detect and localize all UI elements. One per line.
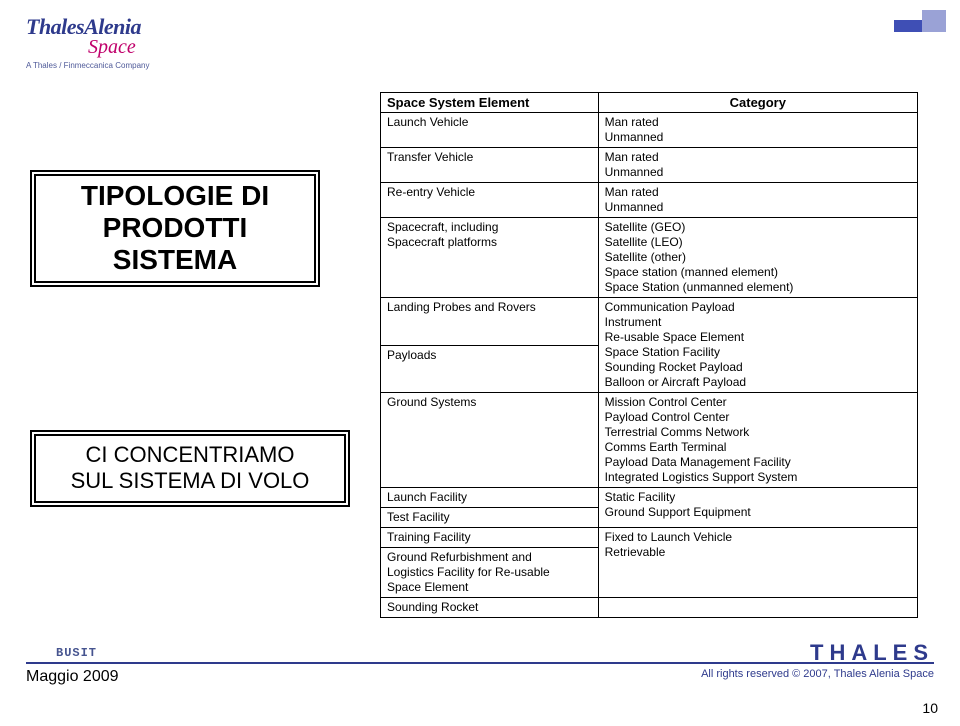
category-line: Man rated bbox=[605, 150, 911, 165]
table-row: Re-entry Vehicle Man ratedUnmanned bbox=[381, 183, 918, 218]
slide-page: ThalesAlenia Space A Thales / Finmeccani… bbox=[0, 0, 960, 726]
title-line-2: PRODOTTI bbox=[42, 212, 308, 244]
element-cell: Re-entry Vehicle bbox=[381, 183, 599, 218]
accent-light bbox=[922, 10, 946, 32]
title-line-3: SISTEMA bbox=[42, 244, 308, 276]
element-line: Landing Probes and Rovers bbox=[387, 300, 592, 315]
title-box: TIPOLOGIE DI PRODOTTI SISTEMA bbox=[30, 170, 320, 287]
element-cell: Ground Systems bbox=[381, 393, 599, 488]
title-line-1: TIPOLOGIE DI bbox=[42, 180, 308, 212]
category-line: Satellite (GEO) bbox=[605, 220, 911, 235]
category-line: Fixed to Launch Vehicle bbox=[605, 530, 911, 545]
category-cell: Communication PayloadInstrumentRe-usable… bbox=[598, 298, 917, 393]
category-line: Communication Payload bbox=[605, 300, 911, 315]
table-header-row: Space System Element Category bbox=[381, 93, 918, 113]
element-line: Logistics Facility for Re-usable bbox=[387, 565, 592, 580]
element-cell: Payloads bbox=[381, 345, 599, 393]
category-line: Space Station Facility bbox=[605, 345, 911, 360]
category-line: Satellite (LEO) bbox=[605, 235, 911, 250]
category-line: Static Facility bbox=[605, 490, 911, 505]
category-cell: Man ratedUnmanned bbox=[598, 113, 917, 148]
focus-line-1: CI CONCENTRIAMO bbox=[42, 442, 338, 468]
category-line: Payload Data Management Facility bbox=[605, 455, 911, 470]
category-line: Unmanned bbox=[605, 130, 911, 145]
page-number: 10 bbox=[922, 700, 938, 716]
category-line: Mission Control Center bbox=[605, 395, 911, 410]
category-line: Comms Earth Terminal bbox=[605, 440, 911, 455]
footer-copyright: All rights reserved © 2007, Thales Aleni… bbox=[701, 668, 934, 680]
element-cell: Test Facility bbox=[381, 508, 599, 528]
element-line: Training Facility bbox=[387, 530, 592, 545]
category-line: Ground Support Equipment bbox=[605, 505, 911, 520]
footer-date: Maggio 2009 bbox=[26, 668, 119, 686]
category-cell: Mission Control CenterPayload Control Ce… bbox=[598, 393, 917, 488]
element-cell: Training Facility bbox=[381, 528, 599, 548]
element-line: Ground Systems bbox=[387, 395, 592, 410]
table-row: Landing Probes and Rovers Communication P… bbox=[381, 298, 918, 346]
table-row: Launch FacilityStatic FacilityGround Sup… bbox=[381, 488, 918, 508]
category-line: Man rated bbox=[605, 185, 911, 200]
element-line: Payloads bbox=[387, 348, 592, 363]
footer-brand: THALES bbox=[810, 640, 934, 666]
header-category: Category bbox=[598, 93, 917, 113]
logo-subtitle: A Thales / Finmeccanica Company bbox=[26, 61, 149, 70]
title-box-inner: TIPOLOGIE DI PRODOTTI SISTEMA bbox=[34, 174, 316, 283]
focus-box: CI CONCENTRIAMO SUL SISTEMA DI VOLO bbox=[30, 430, 350, 507]
element-cell: Launch Facility bbox=[381, 488, 599, 508]
table-row: Transfer Vehicle Man ratedUnmanned bbox=[381, 148, 918, 183]
focus-line-2: SUL SISTEMA DI VOLO bbox=[42, 468, 338, 494]
element-line: Ground Refurbishment and bbox=[387, 550, 592, 565]
category-cell: Fixed to Launch VehicleRetrievable bbox=[598, 528, 917, 598]
category-line: Space station (manned element) bbox=[605, 265, 911, 280]
category-cell: Satellite (GEO)Satellite (LEO)Satellite … bbox=[598, 218, 917, 298]
element-cell: Transfer Vehicle bbox=[381, 148, 599, 183]
category-cell: Man ratedUnmanned bbox=[598, 183, 917, 218]
category-line: Instrument bbox=[605, 315, 911, 330]
category-line: Unmanned bbox=[605, 200, 911, 215]
brand-logo: ThalesAlenia Space A Thales / Finmeccani… bbox=[26, 14, 149, 70]
accent-dark bbox=[894, 20, 922, 32]
category-line: Balloon or Aircraft Payload bbox=[605, 375, 911, 390]
category-line: Space Station (unmanned element) bbox=[605, 280, 911, 295]
category-line: Integrated Logistics Support System bbox=[605, 470, 911, 485]
category-cell bbox=[598, 598, 917, 618]
element-line: Sounding Rocket bbox=[387, 600, 592, 615]
table-row: Spacecraft, includingSpacecraft platform… bbox=[381, 218, 918, 298]
focus-box-inner: CI CONCENTRIAMO SUL SISTEMA DI VOLO bbox=[34, 434, 346, 503]
category-cell: Man ratedUnmanned bbox=[598, 148, 917, 183]
element-line: Launch Facility bbox=[387, 490, 592, 505]
header-element: Space System Element bbox=[381, 93, 599, 113]
element-line: Test Facility bbox=[387, 510, 592, 525]
category-cell: Static FacilityGround Support Equipment bbox=[598, 488, 917, 528]
category-line: Sounding Rocket Payload bbox=[605, 360, 911, 375]
category-line: Retrievable bbox=[605, 545, 911, 560]
category-line: Payload Control Center bbox=[605, 410, 911, 425]
element-cell: Landing Probes and Rovers bbox=[381, 298, 599, 346]
element-line: Launch Vehicle bbox=[387, 115, 592, 130]
table-row: Launch Vehicle Man ratedUnmanned bbox=[381, 113, 918, 148]
category-line: Re-usable Space Element bbox=[605, 330, 911, 345]
category-line: Satellite (other) bbox=[605, 250, 911, 265]
table-row: Sounding Rocket bbox=[381, 598, 918, 618]
table-row: Training Facility Fixed to Launch Vehicle… bbox=[381, 528, 918, 548]
category-line: Man rated bbox=[605, 115, 911, 130]
element-cell: Launch Vehicle bbox=[381, 113, 599, 148]
element-cell: Ground Refurbishment andLogistics Facili… bbox=[381, 548, 599, 598]
element-line: Spacecraft, including bbox=[387, 220, 592, 235]
element-line: Spacecraft platforms bbox=[387, 235, 592, 250]
table-row: Ground SystemsMission Control CenterPayl… bbox=[381, 393, 918, 488]
system-element-table: Space System Element Category Launch Veh… bbox=[380, 92, 918, 618]
accent-blocks bbox=[894, 10, 946, 32]
element-line: Re-entry Vehicle bbox=[387, 185, 592, 200]
element-cell: Spacecraft, includingSpacecraft platform… bbox=[381, 218, 599, 298]
footer-divider bbox=[26, 662, 934, 664]
footer-busit: BUSIT bbox=[56, 646, 97, 660]
category-line: Terrestrial Comms Network bbox=[605, 425, 911, 440]
category-line: Unmanned bbox=[605, 165, 911, 180]
element-line: Transfer Vehicle bbox=[387, 150, 592, 165]
element-cell: Sounding Rocket bbox=[381, 598, 599, 618]
logo-thales: Thales bbox=[26, 14, 84, 39]
element-line: Space Element bbox=[387, 580, 592, 595]
